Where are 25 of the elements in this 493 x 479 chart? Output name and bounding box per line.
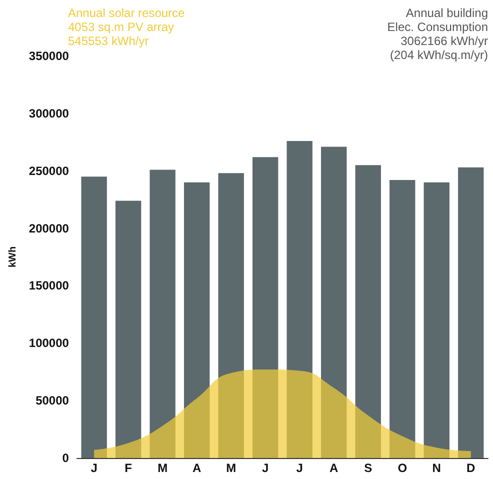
bar <box>458 167 484 458</box>
y-tick-label: 50000 <box>36 394 70 408</box>
y-tick-label: 150000 <box>28 278 70 293</box>
x-tick-label: F <box>124 461 132 475</box>
x-tick-label: D <box>466 461 476 475</box>
x-tick-label: J <box>262 461 269 475</box>
x-tick-label: J <box>90 461 98 475</box>
y-tick-label: 300000 <box>28 106 70 120</box>
y-tick-label: 250000 <box>28 164 70 178</box>
annotation: Annual building Elec. Consumption 3062166 kWh/yr (204 kWh/sq.m/yr) <box>387 6 488 62</box>
x-tick-label: A <box>330 461 339 475</box>
y-tick-label: 100000 <box>28 336 70 350</box>
x-tick-label: S <box>364 461 372 475</box>
bar <box>81 176 107 458</box>
y-axis-title: kWh <box>8 246 18 268</box>
text: Annual solar resource 4053 sq.m PV array 545553 kWh/yr <box>68 6 186 48</box>
x-tick-label: M <box>158 461 168 475</box>
x-tick-label: J <box>296 461 303 475</box>
x-tick-label: N <box>432 461 441 475</box>
x-tick-label: A <box>192 461 202 475</box>
y-tick-label: 200000 <box>28 221 70 236</box>
x-tick-label: M <box>226 461 236 475</box>
y-tick-label: 0 <box>62 451 70 465</box>
x-tick-label: O <box>398 461 408 475</box>
y-tick-label: 350000 <box>28 49 70 63</box>
